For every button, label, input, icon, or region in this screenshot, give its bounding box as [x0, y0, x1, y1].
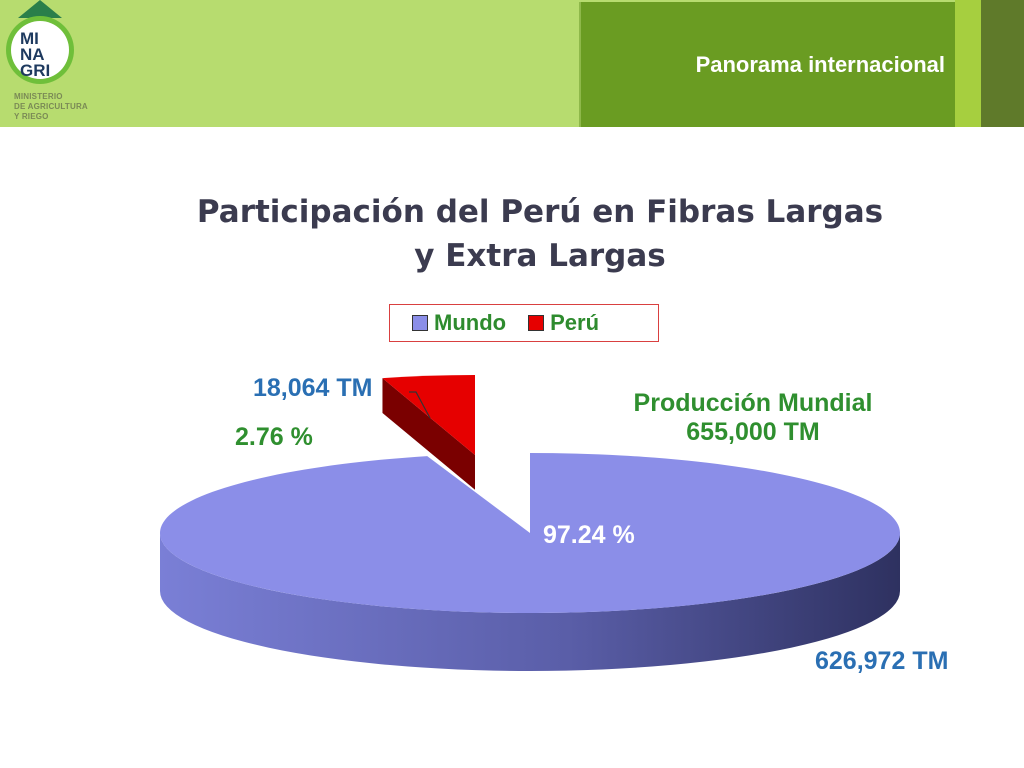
legend-item-mundo: Mundo [412, 310, 506, 336]
total-production-line-1: Producción Mundial [633, 389, 873, 417]
total-production-line-2: 655,000 TM [686, 418, 820, 446]
logo-text-line-2: NA [20, 45, 45, 64]
logo-subtitle: MINISTERIO DE AGRICULTURA Y RIEGO [14, 92, 114, 122]
logo-subtitle-line-3: Y RIEGO [14, 112, 49, 121]
section-title: Panorama internacional [695, 52, 945, 77]
chart-title-line-2: y Extra Largas [414, 238, 666, 274]
legend-swatch-mundo [412, 315, 428, 331]
legend-label-peru: Perú [550, 310, 600, 335]
logo-text-line-3: GRI [20, 61, 50, 80]
mundo-value-label: 626,972 TM [815, 647, 949, 675]
peru-value-label: 18,064 TM [253, 374, 373, 402]
peru-leader-line [409, 391, 431, 419]
legend-label-mundo: Mundo [434, 310, 507, 335]
mundo-slice-side [160, 533, 900, 671]
logo-text-line-1: MI [20, 29, 39, 48]
legend-swatch-peru [528, 315, 545, 331]
logo-subtitle-line-1: MINISTERIO [14, 92, 63, 101]
mundo-percent-label: 97.24 % [543, 521, 635, 549]
peru-slice-side [382, 378, 475, 490]
total-production-label: Producción Mundial 655,000 TM [598, 389, 908, 447]
minagri-logo-icon: MI NA GRI [6, 0, 74, 84]
chart-title: Participación del Perú en Fibras Largas … [130, 190, 950, 278]
header-stripe-dark [981, 0, 1024, 127]
chart-legend: Mundo Perú [389, 304, 659, 342]
mundo-slice-top [160, 453, 901, 613]
legend-item-peru: Perú [528, 310, 599, 336]
peru-percent-label: 2.76 % [235, 423, 313, 451]
chart-title-line-1: Participación del Perú en Fibras Largas [196, 194, 884, 230]
logo-subtitle-line-2: DE AGRICULTURA [14, 102, 88, 111]
minagri-logo: MI NA GRI MINISTERIO DE AGRICULTURA Y RI… [0, 0, 110, 127]
section-title-box: Panorama internacional [579, 2, 955, 127]
header-stripe-light [955, 0, 981, 127]
